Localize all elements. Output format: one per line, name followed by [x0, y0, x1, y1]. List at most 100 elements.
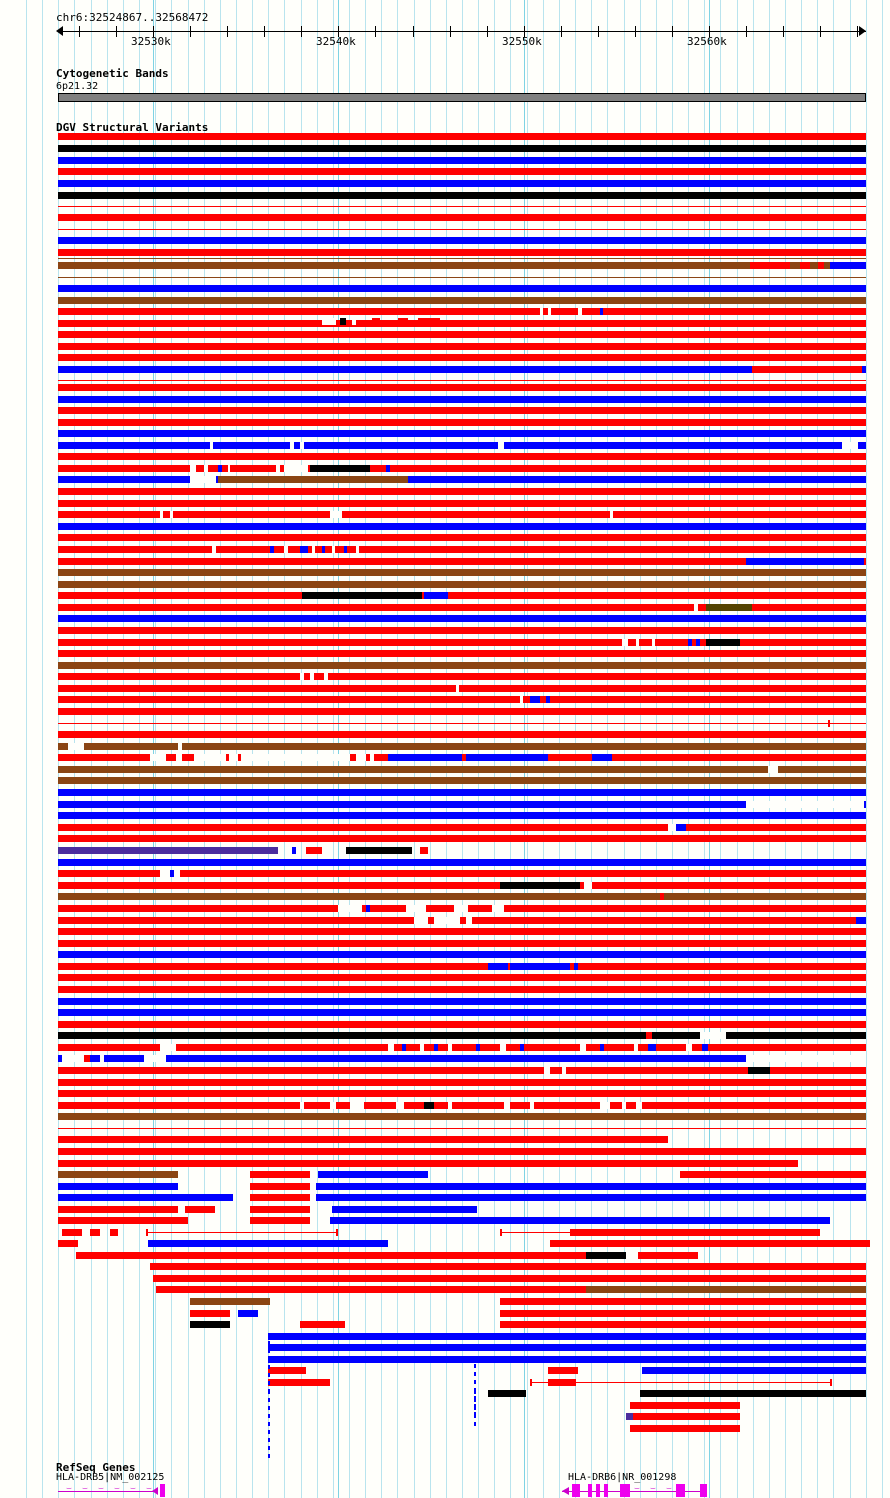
dgv-variant-segment[interactable]: [110, 1229, 118, 1236]
dgv-variant-segment[interactable]: [58, 262, 866, 269]
dgv-variant-segment[interactable]: [58, 639, 866, 646]
dgv-variant-segment[interactable]: [600, 1044, 604, 1051]
dgv-variant-segment[interactable]: [600, 1102, 610, 1109]
dgv-variant-segment[interactable]: [58, 569, 866, 576]
right-arrow-icon[interactable]: [859, 26, 866, 36]
dgv-variant-segment[interactable]: [498, 442, 504, 449]
dgv-variant-segment[interactable]: [650, 754, 654, 761]
dgv-variant-segment[interactable]: [58, 465, 866, 472]
dgv-variant-segment[interactable]: [388, 1044, 394, 1051]
dgv-variant-segment[interactable]: [212, 546, 216, 553]
dgv-variant-segment[interactable]: [58, 476, 866, 483]
dgv-variant-segment[interactable]: [316, 1183, 866, 1190]
dgv-variant-segment[interactable]: [58, 1009, 866, 1016]
dgv-variant-segment[interactable]: [58, 1217, 188, 1224]
dgv-variant-segment[interactable]: [636, 1102, 642, 1109]
dgv-variant-segment[interactable]: [574, 963, 578, 970]
dgv-variant-segment[interactable]: [58, 847, 278, 854]
dgv-variant-segment[interactable]: [58, 696, 866, 703]
dgv-variant-segment[interactable]: [250, 1171, 310, 1178]
dgv-variant-segment[interactable]: [466, 917, 472, 924]
dgv-variant-segment[interactable]: [570, 1229, 820, 1236]
dgv-variant-segment[interactable]: [58, 1136, 668, 1143]
dgv-variant-segment[interactable]: [58, 168, 866, 175]
dgv-variant-segment[interactable]: [190, 1321, 230, 1328]
dgv-variant-segment[interactable]: [190, 1310, 230, 1317]
dgv-variant-segment[interactable]: [58, 206, 866, 207]
exon-block[interactable]: [572, 1484, 580, 1497]
dgv-variant-segment[interactable]: [190, 465, 196, 472]
dgv-variant-segment[interactable]: [58, 673, 866, 680]
dgv-variant-segment[interactable]: [58, 214, 866, 221]
coordinate-ruler[interactable]: chr6:32524867..32568472 32530k 32540k 3255…: [0, 0, 890, 60]
dgv-variant-segment[interactable]: [58, 1194, 233, 1201]
dgv-variant-segment[interactable]: [268, 1356, 866, 1363]
dgv-variant-segment[interactable]: [530, 1102, 534, 1109]
dgv-variant-segment[interactable]: [58, 180, 866, 187]
dgv-variant-segment[interactable]: [58, 1044, 866, 1051]
dgv-variant-segment[interactable]: [366, 905, 370, 912]
dgv-variant-segment[interactable]: [500, 1321, 866, 1328]
dgv-variant-segment[interactable]: [186, 1044, 376, 1051]
dgv-variant-segment[interactable]: [58, 453, 866, 460]
dgv-variant-segment[interactable]: [300, 442, 304, 449]
dgv-variant-segment[interactable]: [58, 1067, 866, 1074]
dgv-variant-segment[interactable]: [58, 1090, 866, 1097]
dgv-variant-segment[interactable]: [454, 905, 468, 912]
dgv-variant-segment[interactable]: [300, 1321, 345, 1328]
dgv-variant-segment[interactable]: [746, 1055, 866, 1062]
dgv-variant-segment[interactable]: [746, 801, 864, 808]
exon-block[interactable]: [596, 1484, 600, 1497]
dgv-variant-segment[interactable]: [388, 754, 548, 761]
dgv-variant-segment[interactable]: [858, 442, 866, 449]
dgv-variant-segment[interactable]: [636, 639, 639, 646]
dgv-variant-segment[interactable]: [58, 488, 866, 495]
dgv-variant-segment[interactable]: [842, 442, 866, 449]
dgv-variant-segment[interactable]: [58, 1160, 798, 1167]
dgv-variant-segment[interactable]: [58, 859, 866, 866]
dgv-variant-segment[interactable]: [348, 511, 351, 518]
dgv-variant-segment[interactable]: [58, 801, 866, 808]
dgv-variant-segment[interactable]: [58, 581, 866, 588]
dgv-variant-segment[interactable]: [696, 639, 700, 646]
dgv-variant-segment[interactable]: [58, 627, 866, 634]
dgv-variant-segment[interactable]: [58, 546, 866, 553]
dgv-variant-segment[interactable]: [100, 1055, 104, 1062]
dgv-variant-segment[interactable]: [58, 396, 866, 403]
dgv-variant-segment[interactable]: [324, 673, 328, 680]
exon-block[interactable]: [604, 1484, 608, 1497]
dgv-variant-segment[interactable]: [58, 928, 866, 935]
dgv-variant-segment[interactable]: [424, 1102, 434, 1109]
dgv-variant-segment[interactable]: [250, 1194, 310, 1201]
dgv-variant-segment[interactable]: [688, 639, 692, 646]
dgv-variant-segment[interactable]: [548, 1367, 578, 1374]
dgv-variant-segment[interactable]: [148, 1240, 388, 1247]
dgv-variant-segment[interactable]: [310, 465, 370, 472]
dgv-variant-segment[interactable]: [284, 465, 308, 472]
dgv-variant-segment[interactable]: [322, 318, 336, 325]
dgv-variant-segment[interactable]: [58, 708, 866, 715]
dgv-variant-segment[interactable]: [58, 835, 866, 842]
dgv-variant-segment[interactable]: [300, 1102, 304, 1109]
dgv-variant-segment[interactable]: [610, 511, 613, 518]
dgv-variant-segment[interactable]: [448, 1102, 452, 1109]
dgv-variant-segment[interactable]: [144, 1055, 166, 1062]
dgv-variant-segment[interactable]: [352, 318, 356, 325]
dgv-variant-segment[interactable]: [58, 133, 866, 140]
dgv-variant-segment[interactable]: [562, 1067, 566, 1074]
dgv-variant-segment[interactable]: [456, 685, 459, 692]
dgv-variant-segment[interactable]: [492, 905, 504, 912]
dgv-variant-segment[interactable]: [58, 157, 866, 164]
dgv-variant-segment[interactable]: [58, 1171, 178, 1178]
dgv-variant-segment[interactable]: [374, 465, 378, 472]
dgv-variant-segment[interactable]: [58, 650, 866, 657]
dgv-variant-segment[interactable]: [58, 384, 866, 391]
dgv-variant-segment[interactable]: [58, 145, 866, 152]
strand-arrow-icon[interactable]: [152, 1487, 158, 1495]
dgv-variant-segment[interactable]: [640, 1390, 866, 1397]
dgv-variant-segment[interactable]: [160, 511, 163, 518]
dgv-variant-segment[interactable]: [356, 546, 359, 553]
dgv-variant-segment[interactable]: [746, 558, 864, 565]
dgv-variant-segment[interactable]: [500, 882, 580, 889]
dgv-variant-segment[interactable]: [660, 893, 664, 900]
